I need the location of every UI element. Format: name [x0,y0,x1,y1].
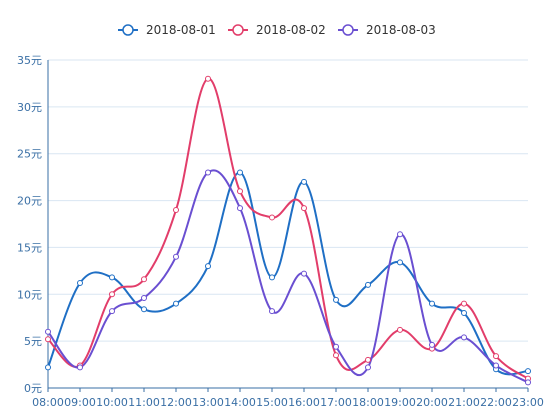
x-tick-label: 14:00 [224,396,256,409]
series-line-2 [47,77,529,380]
x-tick-label: 13:00 [192,396,224,409]
data-point [365,356,371,363]
legend-marker [122,24,134,36]
data-point [109,274,115,281]
x-tick-label: 08:00 [32,396,64,409]
data-point [429,341,435,348]
data-point [301,178,307,185]
data-point [205,169,211,176]
data-point [205,263,211,270]
data-point [77,364,83,371]
series-line-3 [47,169,529,384]
legend-item-3[interactable]: 2018-08-03 [338,23,436,37]
x-tick-label: 23:00 [512,396,544,409]
x-tick-label: 11:00 [128,396,160,409]
data-point [269,308,275,315]
data-point [269,214,275,221]
y-tick-label: 35元 [17,54,42,67]
data-point [493,362,499,369]
x-tick-label: 15:00 [256,396,288,409]
legend-item-2[interactable]: 2018-08-02 [228,23,326,37]
y-tick-label: 5元 [24,335,42,348]
data-point [237,169,243,176]
legend-label: 2018-08-03 [366,23,436,37]
y-tick-label: 0元 [24,382,42,395]
y-tick-label: 10元 [17,288,42,301]
data-point [45,364,51,371]
x-tick-label: 12:00 [160,396,192,409]
data-point [429,300,435,307]
data-point [461,334,467,341]
x-tick-label: 20:00 [416,396,448,409]
series-line-1 [47,171,529,376]
y-tick-label: 20元 [17,195,42,208]
data-point [173,300,179,307]
legend-label: 2018-08-01 [146,23,216,37]
legend-marker [232,24,244,36]
data-point [365,364,371,371]
data-point [525,368,531,375]
data-point [109,308,115,315]
y-tick-label: 30元 [17,101,42,114]
x-tick-label: 09:00 [64,396,96,409]
x-tick-label: 17:00 [320,396,352,409]
data-point [205,75,211,82]
data-point [365,281,371,288]
data-point [397,326,403,333]
data-point [237,205,243,212]
x-tick-label: 22:00 [480,396,512,409]
data-point [77,280,83,287]
data-point [333,343,339,350]
series-lines [47,77,529,384]
axes: 0元 5元 10元 15元 20元 25元 30元 35元 08:00 09:00 10:00 11:… [17,54,544,409]
data-point [333,296,339,303]
legend-label: 2018-08-02 [256,23,326,37]
data-point [141,306,147,313]
data-point [301,270,307,277]
x-tick-label: 19:00 [384,396,416,409]
data-point [173,253,179,260]
data-point [141,295,147,302]
legend: 2018-08-01 2018-08-02 2018-08-03 [118,23,436,37]
data-point [461,310,467,317]
y-tick-label: 25元 [17,148,42,161]
data-point [397,259,403,266]
data-point [109,291,115,298]
data-point [397,231,403,238]
data-point [45,336,51,343]
legend-marker [342,24,354,36]
data-points [45,75,531,386]
x-tick-label: 21:00 [448,396,480,409]
data-point [141,276,147,283]
data-point [301,205,307,212]
data-point [173,206,179,213]
x-tick-label: 16:00 [288,396,320,409]
data-point [45,328,51,335]
y-tick-label: 15元 [17,241,42,254]
data-point [461,300,467,307]
legend-item-1[interactable]: 2018-08-01 [118,23,216,37]
data-point [525,379,531,386]
x-tick-label: 10:00 [96,396,128,409]
data-point [333,352,339,359]
grid-lines [48,59,528,342]
data-point [237,188,243,195]
data-point [493,353,499,360]
x-tick-label: 18:00 [352,396,384,409]
data-point [269,274,275,281]
